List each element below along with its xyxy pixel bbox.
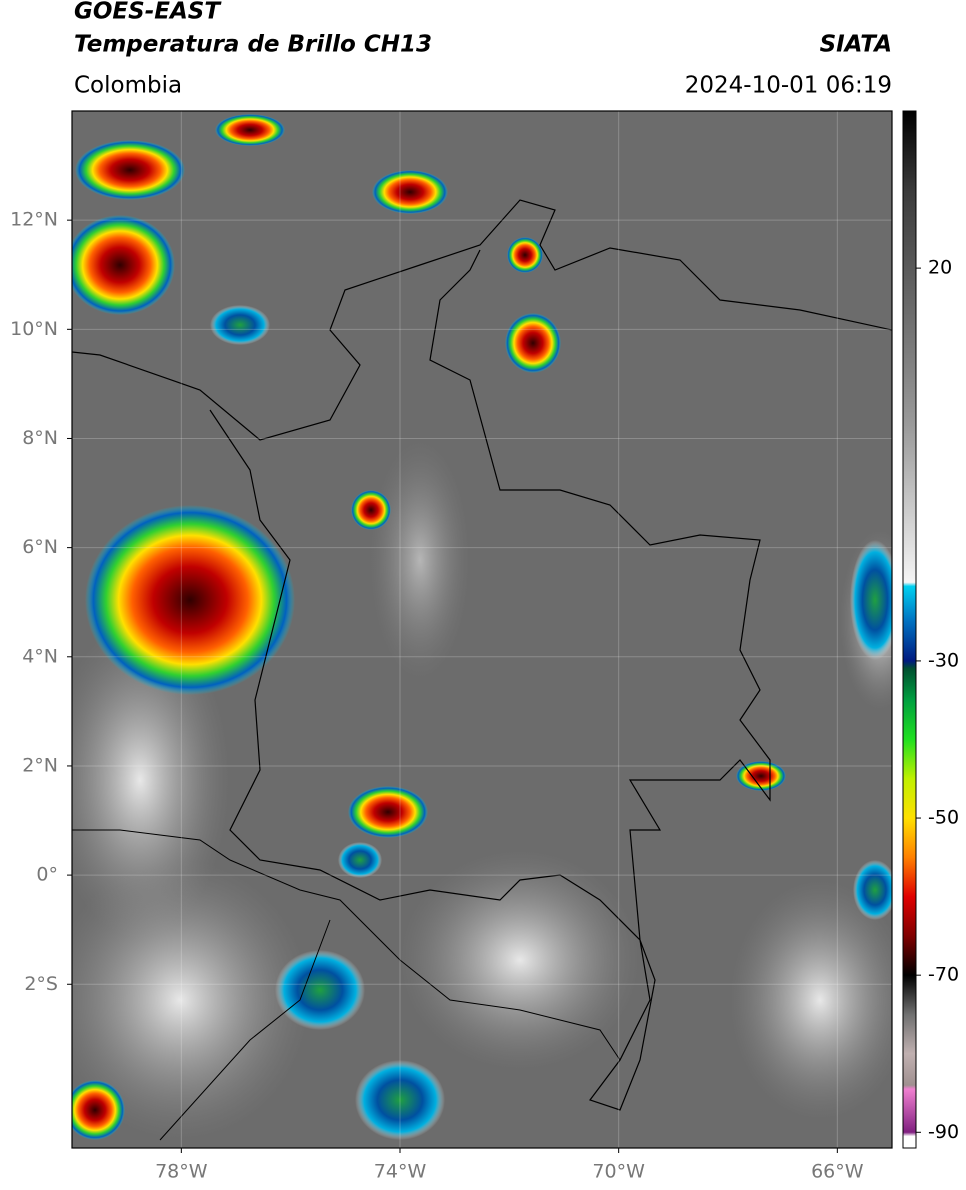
colorbar-tick-label: -30 bbox=[928, 649, 959, 671]
colorbar-tick-label: 20 bbox=[928, 257, 952, 279]
colorbar-tick-label: -70 bbox=[928, 964, 959, 986]
source: SIATA bbox=[820, 32, 892, 58]
y-tick-label: 4°N bbox=[22, 645, 58, 667]
y-tick-label: 8°N bbox=[22, 427, 58, 449]
colorbar-tick-label: -50 bbox=[928, 807, 959, 829]
y-tick-label: 2°S bbox=[24, 973, 58, 995]
y-tick-label: 12°N bbox=[10, 209, 58, 231]
y-tick-label: 10°N bbox=[10, 318, 58, 340]
x-tick-label: 70°W bbox=[592, 1161, 645, 1183]
x-tick-label: 78°W bbox=[155, 1161, 208, 1183]
colorbar-tick-label: -90 bbox=[928, 1121, 959, 1143]
satellite-image bbox=[72, 111, 892, 1148]
grid bbox=[72, 111, 892, 1148]
region: Colombia bbox=[74, 73, 182, 99]
datetime: 2024-10-01 06:19 bbox=[685, 73, 892, 99]
y-tick-label: 6°N bbox=[22, 536, 58, 558]
x-tick-label: 66°W bbox=[811, 1161, 864, 1183]
subtitle: Temperatura de Brillo CH13 bbox=[74, 32, 432, 58]
x-tick-label: 74°W bbox=[374, 1161, 427, 1183]
map-frame bbox=[71, 110, 893, 1149]
y-tick-label: 0° bbox=[36, 864, 58, 886]
y-tick-label: 2°N bbox=[22, 754, 58, 776]
title: GOES-EAST bbox=[74, 0, 222, 25]
colorbar bbox=[902, 110, 917, 1149]
